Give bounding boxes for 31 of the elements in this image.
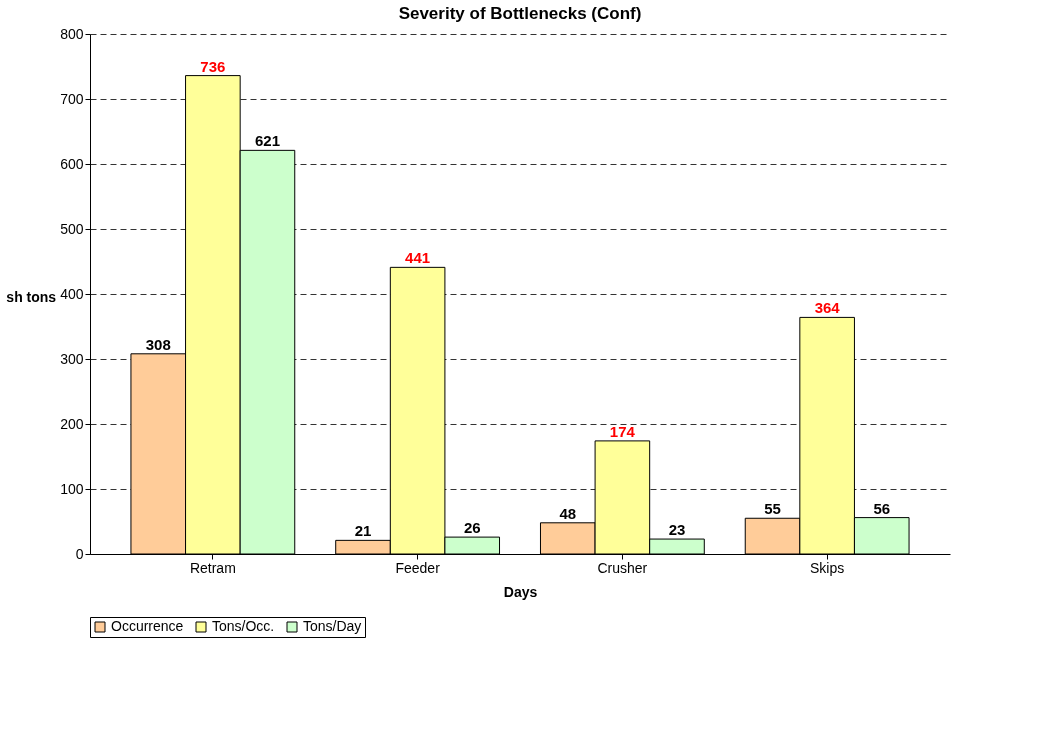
legend-label: Tons/Day: [303, 618, 362, 634]
data-label: 621: [254, 132, 280, 150]
data-label: 48: [559, 504, 577, 522]
x-tick-label: Skips: [810, 559, 845, 576]
data-label: 736: [200, 57, 226, 75]
data-label: 308: [145, 335, 171, 353]
chart-title: Severity of Bottlenecks (Conf): [398, 4, 642, 23]
data-label: 55: [764, 500, 781, 518]
data-label: 21: [354, 522, 372, 540]
x-tick-label: Retram: [189, 559, 236, 576]
x-tick-label: Crusher: [597, 559, 648, 576]
legend-label: Tons/Occ.: [212, 618, 275, 634]
y-tick-label: 800: [60, 25, 84, 42]
y-tick-label: 400: [60, 285, 84, 302]
legend-label: Occurrence: [111, 618, 184, 634]
y-tick-label: 200: [60, 415, 84, 432]
y-tick-label: 600: [60, 155, 84, 172]
data-label: 56: [873, 499, 891, 517]
data-label: 174: [609, 422, 636, 440]
data-label: 26: [463, 519, 481, 537]
y-tick-label: 300: [60, 350, 84, 367]
data-label: 441: [405, 249, 431, 267]
y-tick-label: 500: [60, 220, 84, 237]
y-axis-title: sh tons: [6, 288, 57, 305]
x-axis-title: Days: [503, 583, 538, 600]
data-label: 23: [668, 521, 686, 539]
y-tick-label: 100: [60, 480, 84, 497]
data-label: 364: [814, 299, 841, 317]
y-tick-label: 700: [60, 90, 84, 107]
y-tick-label: 0: [75, 545, 84, 562]
x-tick-label: Feeder: [395, 559, 441, 576]
